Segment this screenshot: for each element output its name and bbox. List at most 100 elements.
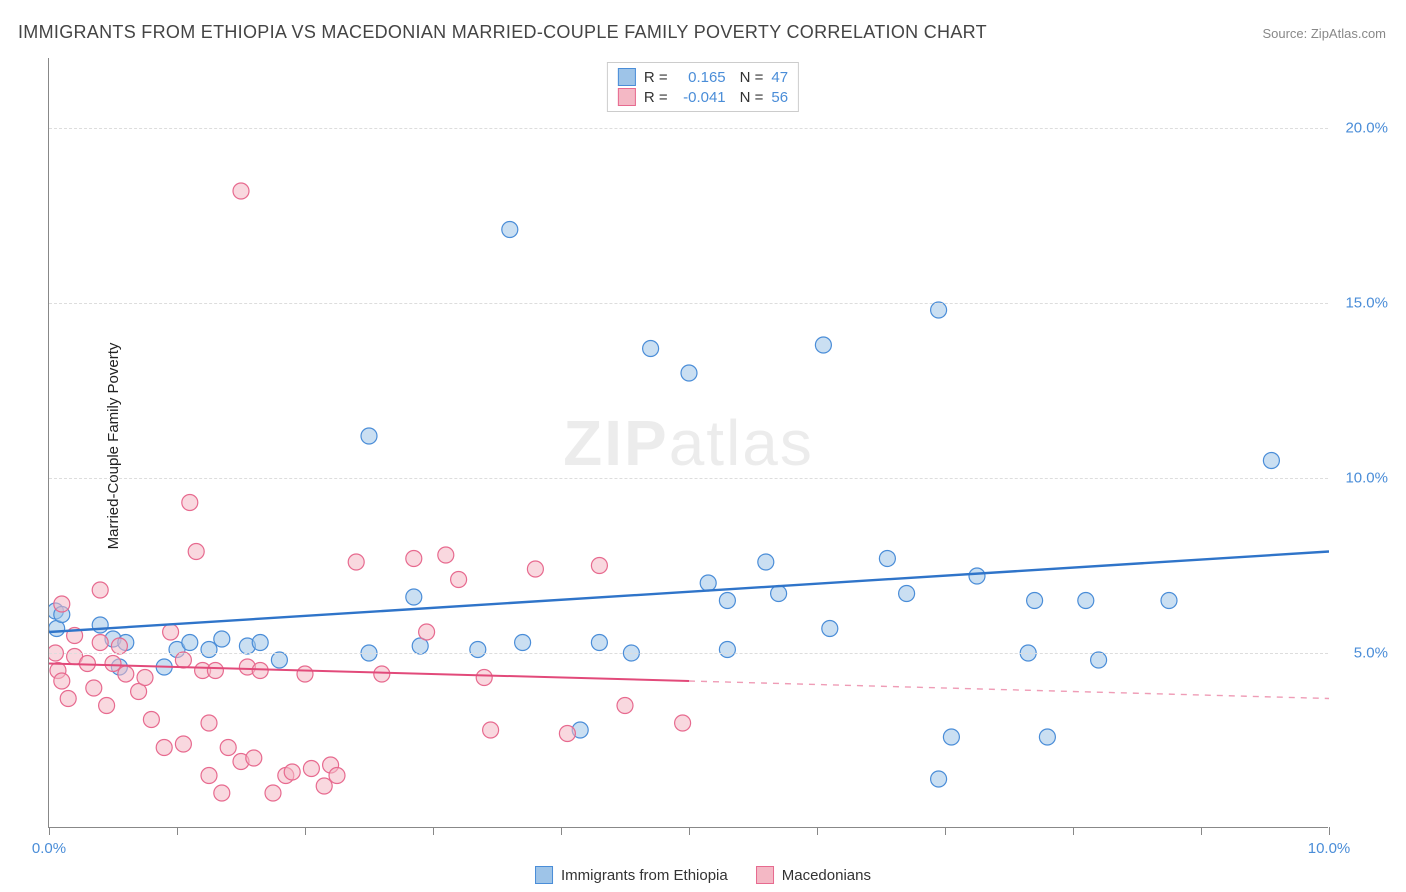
legend-item-1: Immigrants from Ethiopia: [535, 866, 728, 884]
data-point: [182, 495, 198, 511]
plot-area: ZIPatlas 5.0%10.0%15.0%20.0%0.0%10.0%: [48, 58, 1328, 828]
trend-line: [49, 552, 1329, 633]
legend-item-2: Macedonians: [756, 866, 871, 884]
x-tick: [433, 827, 434, 835]
data-point: [1161, 593, 1177, 609]
x-tick: [561, 827, 562, 835]
data-point: [899, 586, 915, 602]
data-point: [252, 663, 268, 679]
scatter-svg: [49, 58, 1329, 828]
data-point: [99, 698, 115, 714]
data-point: [201, 642, 217, 658]
data-point: [252, 635, 268, 651]
data-point: [406, 551, 422, 567]
data-point: [758, 554, 774, 570]
chart-container: IMMIGRANTS FROM ETHIOPIA VS MACEDONIAN M…: [0, 0, 1406, 892]
legend-swatch-blue: [618, 68, 636, 86]
y-tick-label: 15.0%: [1345, 295, 1388, 312]
data-point: [1027, 593, 1043, 609]
data-point: [451, 572, 467, 588]
data-point: [438, 547, 454, 563]
legend-row-series-2: R = -0.041 N = 56: [618, 87, 788, 107]
x-tick: [49, 827, 50, 835]
data-point: [54, 673, 70, 689]
gridline: [49, 128, 1328, 129]
data-point: [502, 222, 518, 238]
data-point: [175, 736, 191, 752]
data-point: [527, 561, 543, 577]
data-point: [329, 768, 345, 784]
data-point: [207, 663, 223, 679]
trend-line-extrapolated: [689, 681, 1329, 699]
x-tick-label: 0.0%: [32, 840, 66, 857]
data-point: [188, 544, 204, 560]
data-point: [700, 575, 716, 591]
y-tick-label: 20.0%: [1345, 120, 1388, 137]
data-point: [348, 554, 364, 570]
y-tick-label: 5.0%: [1354, 645, 1388, 662]
data-point: [105, 656, 121, 672]
series-legend: Immigrants from Ethiopia Macedonians: [535, 866, 871, 884]
data-point: [220, 740, 236, 756]
x-tick: [1073, 827, 1074, 835]
x-tick: [1201, 827, 1202, 835]
data-point: [137, 670, 153, 686]
data-point: [246, 750, 262, 766]
data-point: [143, 712, 159, 728]
data-point: [559, 726, 575, 742]
legend-swatch-blue: [535, 866, 553, 884]
data-point: [316, 778, 332, 794]
data-point: [719, 593, 735, 609]
data-point: [719, 642, 735, 658]
x-tick: [305, 827, 306, 835]
data-point: [476, 670, 492, 686]
data-point: [92, 617, 108, 633]
data-point: [233, 183, 249, 199]
correlation-legend: R = 0.165 N = 47 R = -0.041 N = 56: [607, 62, 799, 112]
data-point: [675, 715, 691, 731]
x-tick: [177, 827, 178, 835]
data-point: [297, 666, 313, 682]
data-point: [201, 768, 217, 784]
gridline: [49, 478, 1328, 479]
data-point: [771, 586, 787, 602]
data-point: [265, 785, 281, 801]
data-point: [617, 698, 633, 714]
data-point: [92, 582, 108, 598]
data-point: [86, 680, 102, 696]
data-point: [201, 715, 217, 731]
data-point: [92, 635, 108, 651]
gridline: [49, 303, 1328, 304]
gridline: [49, 653, 1328, 654]
data-point: [182, 635, 198, 651]
legend-label-2: Macedonians: [782, 867, 871, 884]
data-point: [156, 740, 172, 756]
x-tick: [945, 827, 946, 835]
legend-swatch-pink: [618, 88, 636, 106]
data-point: [303, 761, 319, 777]
chart-title: IMMIGRANTS FROM ETHIOPIA VS MACEDONIAN M…: [18, 22, 987, 43]
data-point: [419, 624, 435, 640]
data-point: [931, 771, 947, 787]
data-point: [643, 341, 659, 357]
data-point: [470, 642, 486, 658]
legend-label-1: Immigrants from Ethiopia: [561, 867, 728, 884]
data-point: [879, 551, 895, 567]
data-point: [1263, 453, 1279, 469]
data-point: [681, 365, 697, 381]
data-point: [1091, 652, 1107, 668]
data-point: [374, 666, 390, 682]
source-label: Source: ZipAtlas.com: [1262, 26, 1386, 41]
legend-row-series-1: R = 0.165 N = 47: [618, 67, 788, 87]
data-point: [515, 635, 531, 651]
data-point: [483, 722, 499, 738]
data-point: [118, 666, 134, 682]
data-point: [815, 337, 831, 353]
x-tick: [1329, 827, 1330, 835]
data-point: [1039, 729, 1055, 745]
data-point: [163, 624, 179, 640]
data-point: [111, 638, 127, 654]
data-point: [175, 652, 191, 668]
legend-swatch-pink: [756, 866, 774, 884]
data-point: [361, 428, 377, 444]
